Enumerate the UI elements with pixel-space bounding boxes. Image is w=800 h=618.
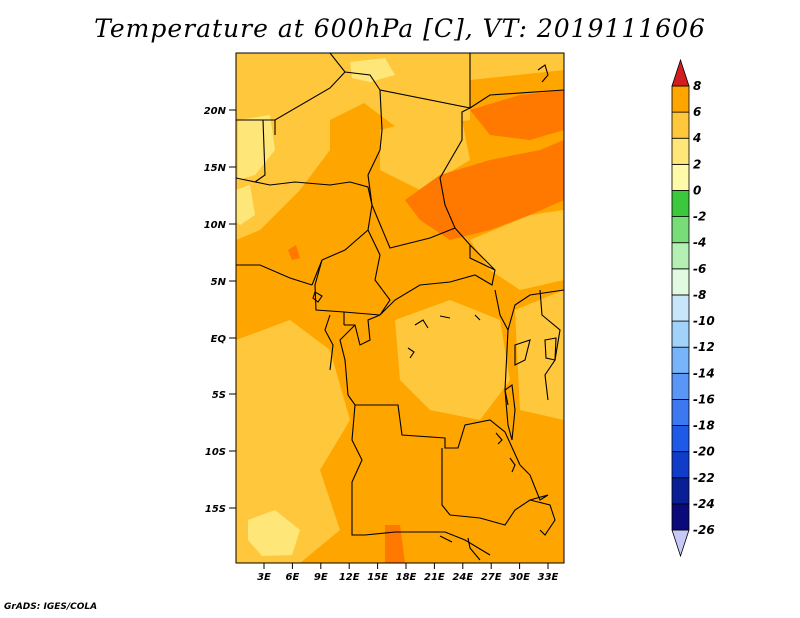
- warmer-regions: [288, 90, 564, 563]
- colorbar-segment: [671, 111, 690, 139]
- colorbar-label: 2: [693, 157, 701, 171]
- lat-label: 5N: [211, 277, 227, 288]
- colorbar-segment: [671, 399, 690, 426]
- lon-label: 3E: [257, 572, 271, 583]
- colorbar-label: -24: [693, 497, 715, 511]
- chart-title: Temperature at 600hPa [C], VT: 201911160…: [94, 14, 706, 43]
- colorbar-lower-triangle: [671, 529, 690, 558]
- longitude-axis: 3E 6E 9E 12E 15E 18E 21E 24E 27E 30E 33E: [257, 563, 559, 583]
- lon-label: 9E: [314, 572, 328, 583]
- colorbar-label: -14: [693, 366, 715, 380]
- lon-label: 6E: [286, 572, 300, 583]
- colorbar-segment: [671, 242, 690, 270]
- colorbar-label: -6: [693, 262, 706, 276]
- colorbar-segment: [671, 320, 690, 348]
- lon-label: 15E: [367, 572, 388, 583]
- colorbar-segment: [671, 216, 690, 244]
- lon-label: 18E: [396, 572, 417, 583]
- lat-label: 5S: [212, 390, 226, 401]
- colorbar-segment: [671, 346, 690, 374]
- colorbar-label: -2: [693, 210, 706, 224]
- colorbar-segment: [671, 85, 690, 113]
- lat-label: 20N: [204, 106, 227, 117]
- colorbar-label: -16: [693, 392, 715, 406]
- map-panel: [236, 53, 564, 563]
- colorbar-label: 0: [693, 183, 701, 197]
- colorbar-label: -26: [693, 523, 715, 537]
- map-frame: [235, 52, 565, 564]
- colorbar-segment: [671, 503, 690, 531]
- lat-label: EQ: [211, 334, 227, 345]
- cooler-patches: [236, 53, 564, 563]
- colorbar-label: -12: [693, 340, 715, 354]
- colorbar-label: -10: [693, 314, 715, 328]
- lat-label: 10N: [204, 220, 227, 231]
- lon-label: 30E: [509, 572, 530, 583]
- lon-label: 12E: [339, 572, 360, 583]
- lon-label: 24E: [452, 572, 473, 583]
- colorbar-label: -4: [693, 236, 706, 250]
- colorbar-label: -22: [693, 471, 715, 485]
- lon-label: 33E: [538, 572, 559, 583]
- colorbar-segment: [671, 268, 690, 296]
- colorbar-segment: [671, 294, 690, 322]
- cool-regions: [236, 58, 395, 556]
- colorbar-segment: [671, 372, 690, 400]
- colorbar: 8 6 4 2 0 -2 -4 -6 -8 -10 -12 -14 -16 -18 -20 -22 -24 -26: [671, 58, 715, 558]
- country-borders: [236, 53, 564, 561]
- colorbar-segment: [671, 477, 690, 505]
- lat-label: 15N: [204, 163, 227, 174]
- lon-label: 21E: [424, 572, 445, 583]
- lon-label: 27E: [481, 572, 502, 583]
- latitude-axis: 20N 15N 10N 5N EQ 5S 10S 15S: [204, 106, 236, 515]
- colorbar-segment: [671, 425, 690, 453]
- lat-label: 15S: [205, 504, 226, 515]
- colorbar-segment: [671, 163, 690, 191]
- lat-label: 10S: [205, 447, 226, 458]
- grads-credit: GrADS: IGES/COLA: [4, 602, 98, 612]
- colorbar-label: -18: [693, 419, 715, 433]
- colorbar-label: 6: [693, 105, 701, 119]
- colorbar-upper-triangle: [671, 58, 690, 87]
- colorbar-segment: [671, 451, 690, 479]
- colorbar-label: -8: [693, 288, 706, 302]
- colorbar-label: 8: [693, 79, 701, 93]
- colorbar-segment: [671, 137, 690, 165]
- colorbar-label: -20: [693, 445, 715, 459]
- colorbar-segment: [671, 190, 690, 217]
- colorbar-label: 4: [692, 131, 701, 145]
